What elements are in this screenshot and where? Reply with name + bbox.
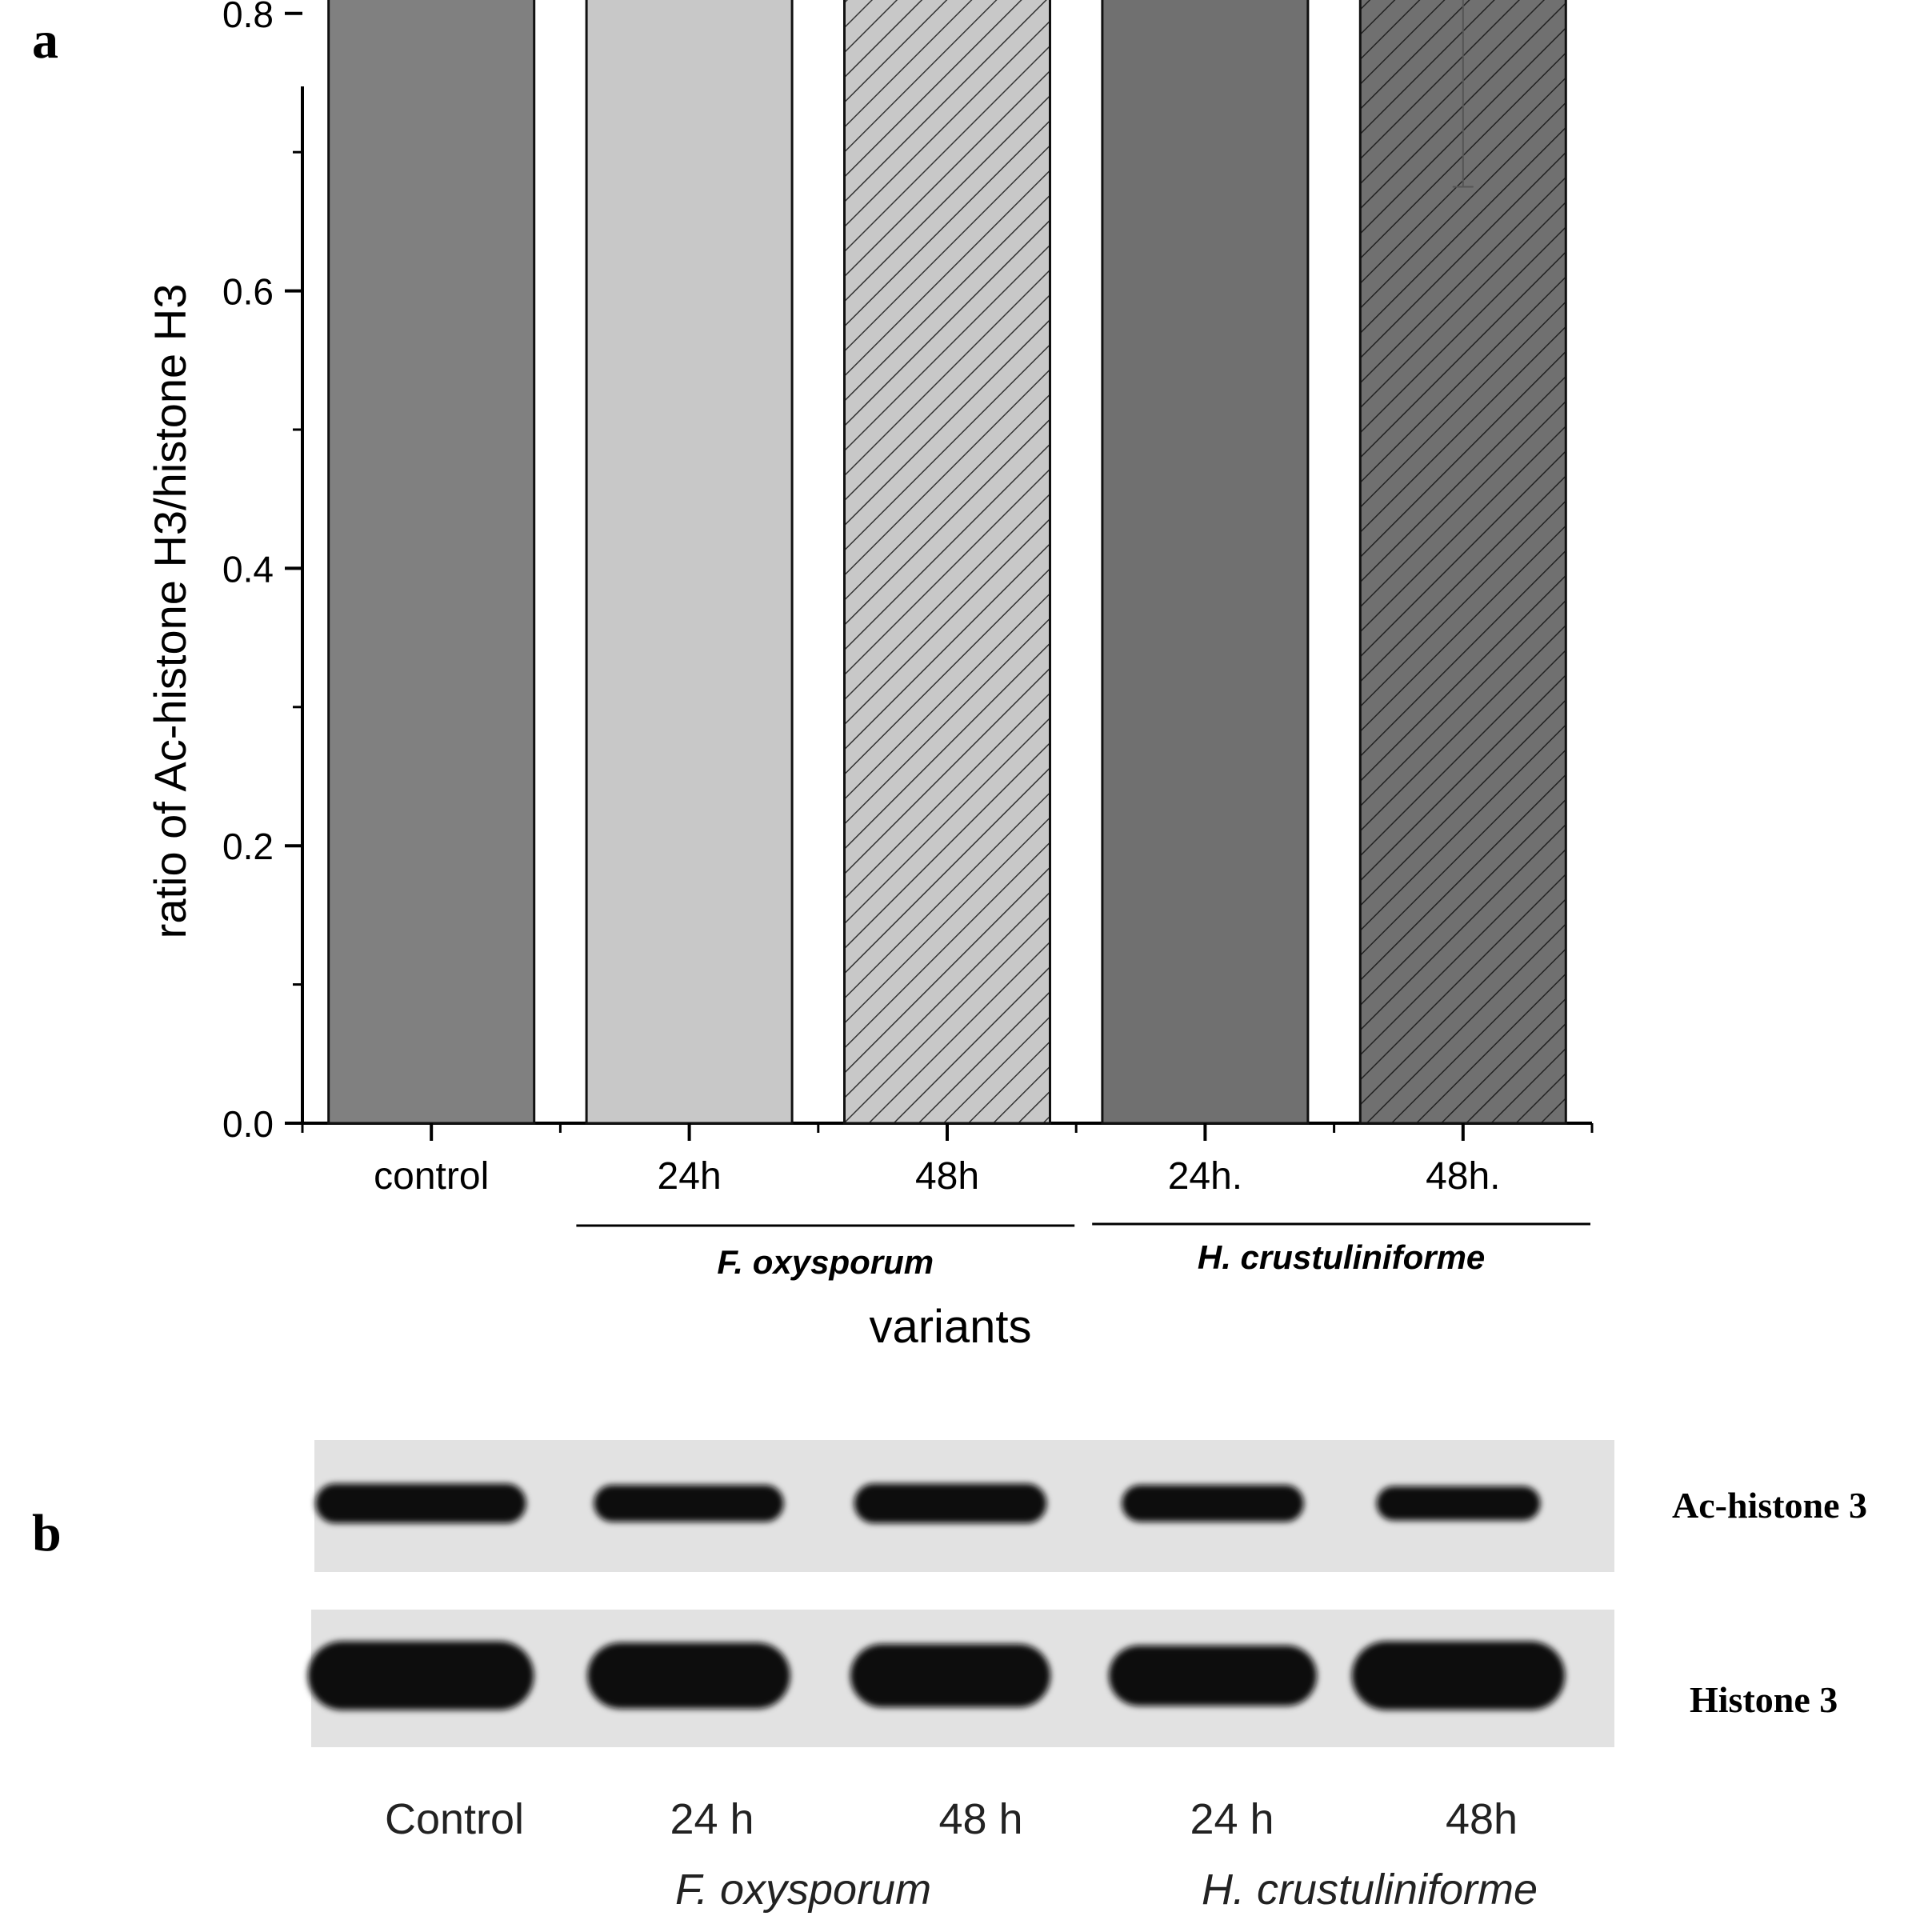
blot-band xyxy=(1376,1486,1541,1521)
y-axis-label: ratio of Ac-histone H3/histone H3 xyxy=(145,284,195,939)
panel-a-label: a xyxy=(32,11,58,70)
lane-label: Control xyxy=(385,1795,524,1843)
blot-row-label: Ac-histone 3 xyxy=(1672,1485,1867,1526)
plot-area: 0.00.20.40.60.81.01.21.4control24h48h24h… xyxy=(222,0,1594,1281)
panel-b-label: b xyxy=(32,1504,62,1562)
x-tick-label: 48h. xyxy=(1426,1155,1500,1198)
x-tick-label: 24h xyxy=(658,1155,722,1198)
blot-row-1: Ac-histone 3 xyxy=(314,1440,1867,1572)
x-axis-label: variants xyxy=(869,1301,1031,1353)
y-tick-label: 0.8 xyxy=(222,0,274,35)
blot-band xyxy=(850,1644,1051,1708)
blot-band xyxy=(594,1485,784,1522)
error-bar-5 xyxy=(1452,0,1474,188)
western-blot: Ac-histone 3 Histone 3 Control 24 h 48 h 24 h… xyxy=(307,1440,1867,1914)
lane-label: 24 h xyxy=(670,1795,754,1843)
lane-label: 24 h xyxy=(1190,1795,1274,1843)
y-tick-label: 0.4 xyxy=(222,548,274,590)
lane-group-label: F. oxysporum xyxy=(675,1866,931,1914)
y-tick-label: 0.6 xyxy=(222,271,274,313)
group-label: F. oxysporum xyxy=(717,1243,934,1281)
x-tick-label: control xyxy=(374,1155,489,1198)
blot-band xyxy=(1109,1645,1317,1706)
y-tick-label: 0.0 xyxy=(222,1103,274,1145)
blot-band xyxy=(854,1483,1047,1523)
blot-band xyxy=(1351,1641,1566,1710)
blot-band xyxy=(587,1642,790,1709)
blot-row-2: Histone 3 xyxy=(307,1610,1838,1747)
bar-3 xyxy=(843,0,1051,1125)
lane-label: 48h xyxy=(1446,1795,1518,1843)
bar-4 xyxy=(1101,0,1310,1125)
y-tick-label: 0.2 xyxy=(222,826,274,867)
bar-1 xyxy=(327,0,536,1125)
lane-group-label: H. crustuliniforme xyxy=(1202,1866,1538,1914)
bar-5 xyxy=(1358,0,1567,1125)
blot-band xyxy=(1122,1485,1304,1522)
x-tick-label: 24h. xyxy=(1168,1155,1242,1198)
blot-band xyxy=(307,1641,534,1710)
bar-2 xyxy=(585,0,794,1125)
blot-row-label: Histone 3 xyxy=(1690,1679,1838,1720)
blot-band xyxy=(315,1483,526,1523)
x-tick-label: 48h xyxy=(915,1155,979,1198)
group-label: H. crustuliniforme xyxy=(1198,1238,1485,1276)
lane-label: 48 h xyxy=(938,1795,1022,1843)
